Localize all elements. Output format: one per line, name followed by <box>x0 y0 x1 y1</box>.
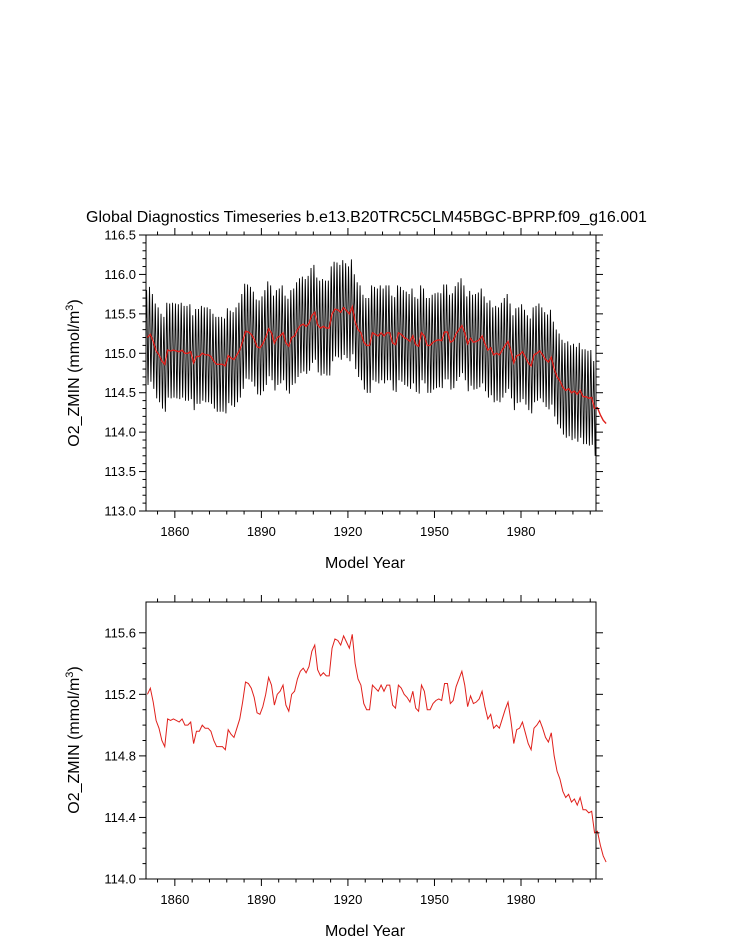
top-x-axis-label: Model Year <box>325 555 406 572</box>
bottom-x-axis-label: Model Year <box>325 923 406 940</box>
annual-mean-series-group <box>146 634 607 863</box>
bottom-y-axis-label: O2_ZMIN (mmol/m3) <box>64 666 83 813</box>
top-x-tick-label: 1980 <box>507 524 536 539</box>
bottom-y-tick-label: 114.0 <box>104 872 136 887</box>
annual-mean-series-group <box>146 304 607 424</box>
top-panel: 1860 1890 1920 1950 1980 113.0 113.5 114.0 114.5… <box>64 228 607 572</box>
top-y-tick-label: 114.5 <box>104 385 136 400</box>
top-y-tick-label: 115.0 <box>104 346 136 361</box>
bottom-panel-ticks: 1860 1890 1920 1950 1980 114.0 114.4 114.8 115.2… <box>104 595 603 907</box>
bottom-x-tick-label: 1890 <box>247 892 276 907</box>
top-x-tick-label: 1950 <box>420 524 449 539</box>
top-x-tick-label: 1860 <box>160 524 189 539</box>
bottom-x-tick-label: 1980 <box>507 892 536 907</box>
bottom-x-tick-label: 1860 <box>160 892 189 907</box>
top-x-tick-label: 1920 <box>333 524 362 539</box>
bottom-y-axis-label-sup: 3 <box>64 672 76 678</box>
bottom-x-tick-label: 1920 <box>333 892 362 907</box>
bottom-annual-mean-line <box>146 634 607 863</box>
top-y-tick-label: 115.5 <box>104 306 136 321</box>
top-annual-mean-line <box>146 304 607 424</box>
chart-title: Global Diagnostics Timeseries b.e13.B20T… <box>86 209 647 226</box>
monthly-series-group <box>145 259 597 456</box>
bottom-y-tick-label: 114.4 <box>104 810 136 825</box>
top-y-tick-label: 116.5 <box>104 228 136 243</box>
top-y-tick-label: 113.5 <box>104 464 136 479</box>
top-plot-frame <box>145 234 597 512</box>
top-x-tick-label: 1890 <box>247 524 276 539</box>
top-y-axis-label-sup: 3 <box>64 305 76 311</box>
bottom-plot-frame <box>145 601 597 880</box>
top-y-tick-label: 114.0 <box>104 425 136 440</box>
monthly-series-line <box>145 259 597 456</box>
top-panel-ticks: 1860 1890 1920 1950 1980 113.0 113.5 114.0 114.5… <box>104 228 603 539</box>
bottom-y-tick-label: 115.2 <box>104 687 136 702</box>
bottom-x-tick-label: 1950 <box>420 892 449 907</box>
top-y-tick-label: 116.0 <box>104 267 136 282</box>
top-y-tick-label: 113.0 <box>104 504 136 519</box>
bottom-y-tick-label: 114.8 <box>104 748 136 763</box>
bottom-y-tick-label: 115.6 <box>104 625 136 640</box>
top-y-axis-label: O2_ZMIN (mmol/m3) <box>64 299 83 446</box>
bottom-panel: 1860 1890 1920 1950 1980 114.0 114.4 114.8 115.2… <box>64 595 607 940</box>
